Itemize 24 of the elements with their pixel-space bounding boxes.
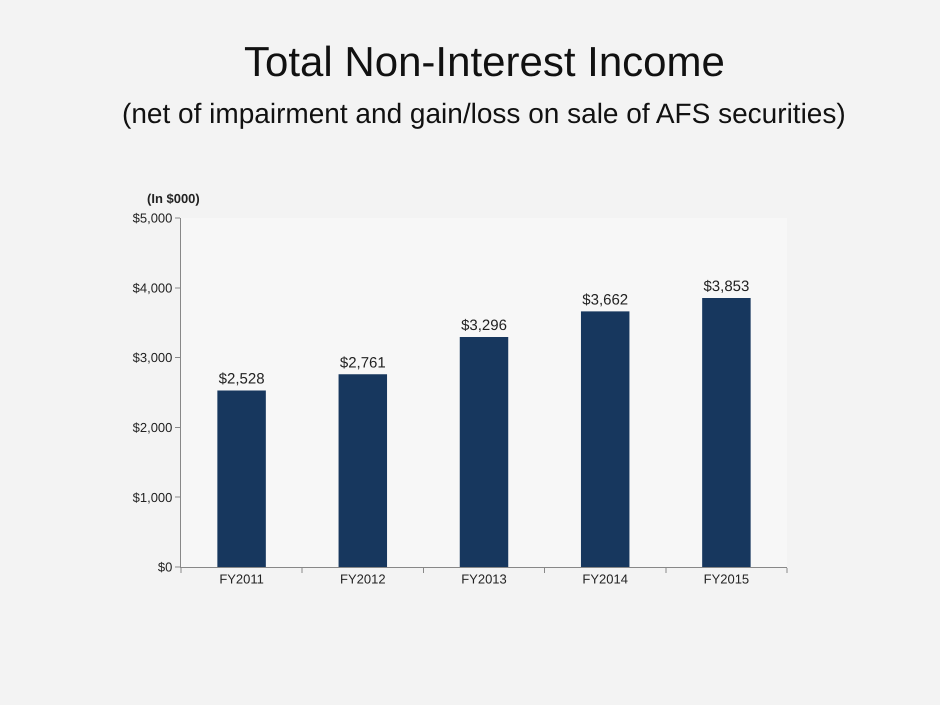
x-tick-label: FY2013	[461, 572, 507, 587]
x-tick-label: FY2015	[704, 572, 750, 587]
y-tick-label: $3,000	[132, 350, 172, 366]
y-tick-label: $0	[158, 560, 172, 575]
data-label: $2,761	[340, 354, 386, 372]
bar	[580, 311, 630, 567]
x-tick-label: FY2011	[219, 572, 264, 587]
y-axis-title: (In $000)	[147, 191, 200, 206]
bar	[338, 374, 388, 567]
y-tick-label: $4,000	[132, 280, 172, 296]
data-label: $3,662	[582, 291, 628, 308]
data-label: $3,296	[461, 316, 507, 334]
x-tick-label: FY2014	[582, 572, 628, 587]
chart-subtitle: (net of impairment and gain/loss on sale of AFS securities)	[122, 98, 846, 129]
bar	[460, 336, 508, 567]
y-tick-label: $1,000	[132, 490, 172, 505]
data-label: $3,853	[703, 278, 750, 296]
data-label: $2,528	[218, 370, 265, 388]
y-tick-label: $2,000	[132, 420, 172, 435]
x-tick-label: FY2012	[340, 572, 386, 587]
y-tick-label: $5,000	[132, 210, 172, 226]
bar	[217, 390, 266, 567]
bar	[702, 298, 751, 567]
chart-title: Total Non-Interest Income	[244, 38, 725, 85]
